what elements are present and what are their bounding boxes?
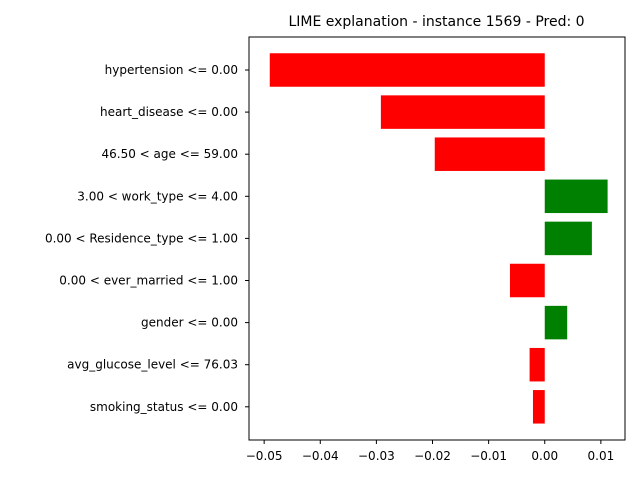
y-tick-label: 46.50 < age <= 59.00 — [102, 147, 238, 161]
y-tick-label: heart_disease <= 0.00 — [100, 105, 238, 119]
y-tick-label: avg_glucose_level <= 76.03 — [67, 358, 238, 372]
x-tick-label: 0.00 — [531, 449, 558, 463]
bar — [529, 347, 545, 382]
bar — [509, 263, 545, 298]
y-tick-label: gender <= 0.00 — [141, 316, 238, 330]
y-tick-label: 0.00 < ever_married <= 1.00 — [59, 274, 238, 288]
x-tick-label: −0.04 — [302, 449, 339, 463]
x-tick-label: −0.01 — [470, 449, 507, 463]
bar — [269, 53, 545, 87]
bar — [532, 390, 545, 424]
bar — [544, 179, 608, 214]
y-tick-label: 0.00 < Residence_type <= 1.00 — [45, 231, 238, 245]
bar — [544, 221, 592, 256]
x-tick-label: −0.02 — [414, 449, 451, 463]
y-tick-label: hypertension <= 0.00 — [105, 63, 238, 77]
chart-title: LIME explanation - instance 1569 - Pred:… — [288, 14, 584, 30]
y-tick-label: smoking_status <= 0.00 — [90, 400, 238, 414]
bar — [544, 305, 568, 340]
y-tick-label: 3.00 < work_type <= 4.00 — [77, 189, 238, 203]
x-tick-label: −0.03 — [358, 449, 395, 463]
x-tick-label: 0.01 — [588, 449, 615, 463]
bar — [434, 137, 545, 171]
bar — [380, 95, 545, 129]
x-tick-label: −0.05 — [246, 449, 283, 463]
